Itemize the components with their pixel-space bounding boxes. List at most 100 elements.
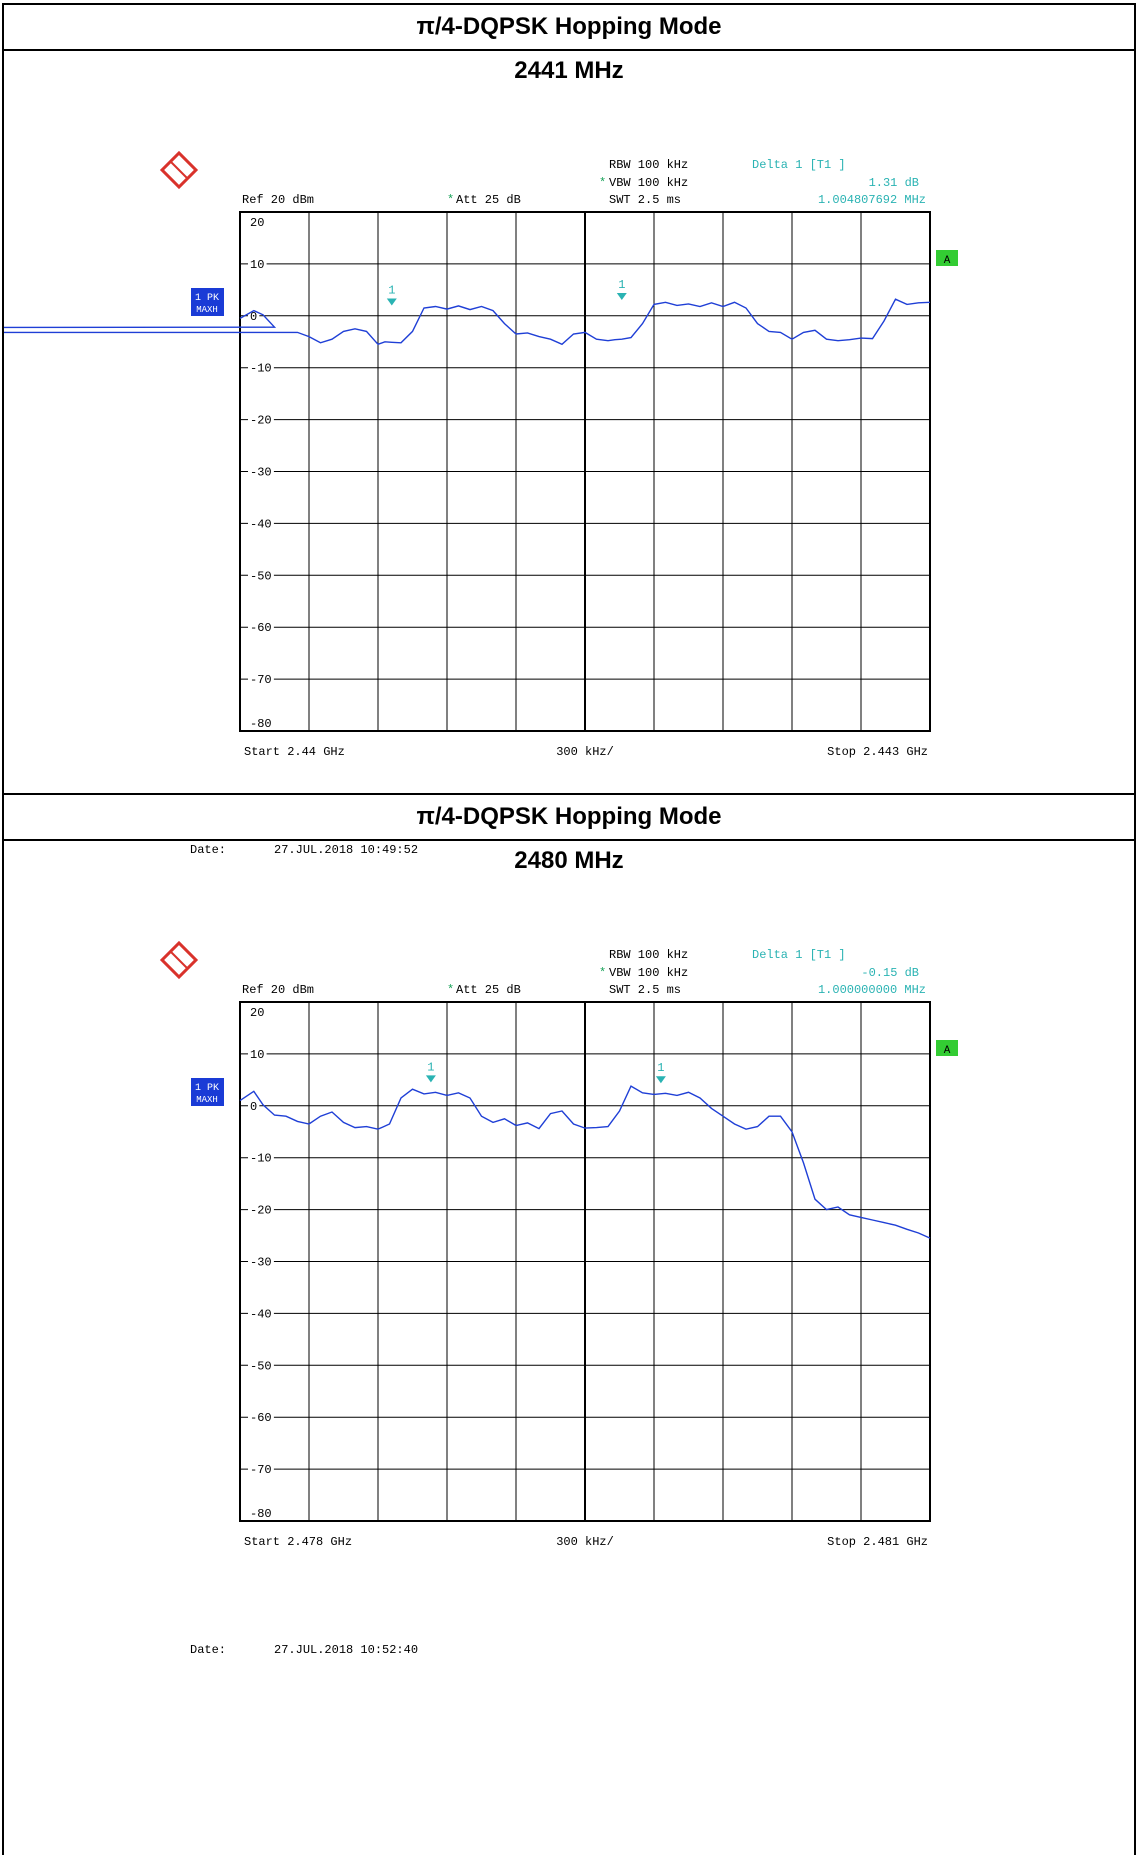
y-tick-bg <box>248 256 267 271</box>
marker-triangle <box>425 1075 436 1083</box>
delta-title: Delta 1 [T1 ] <box>752 948 846 962</box>
marker-number: 1 <box>427 1060 434 1074</box>
y-tick-label: -10 <box>250 362 272 376</box>
section-title: π/4-DQPSK Hopping Mode <box>4 795 1134 841</box>
trace-line <box>4 298 931 346</box>
span-per-division: 300 kHz/ <box>556 1535 614 1549</box>
marker-number: 1 <box>657 1061 664 1075</box>
trace-badge <box>191 1078 224 1106</box>
y-tick-label: -70 <box>250 673 272 687</box>
stop-frequency: Stop 2.481 GHz <box>827 1535 928 1549</box>
date-line: Date: 27.JUL.2018 10:52:40 <box>190 1643 418 1657</box>
section-divider <box>4 793 1134 795</box>
y-tick-label: 10 <box>250 258 264 272</box>
trace-badge-label: 1 PK <box>195 293 219 304</box>
rs-logo-bar <box>169 950 189 970</box>
section-title: π/4-DQPSK Hopping Mode <box>4 5 1134 51</box>
ref-level-label: Ref 20 dBm <box>242 983 314 997</box>
rs-logo-bar <box>169 160 189 180</box>
y-tick-bg <box>248 620 274 635</box>
section-2: π/4-DQPSK Hopping Mode 2480 MHz RBW 100 … <box>4 795 1134 1855</box>
a-badge-label: A <box>944 1045 951 1057</box>
vbw-star: * <box>599 176 606 190</box>
y-tick-bg <box>248 516 274 531</box>
y-tick-bg <box>248 1150 274 1165</box>
y-tick-label: -20 <box>250 1204 272 1218</box>
y-tick-bg <box>248 1410 274 1425</box>
y-tick-label: 0 <box>250 1100 257 1114</box>
delta-value: 1.31 dB <box>869 176 919 190</box>
attenuation-label: Att 25 dB <box>456 983 521 997</box>
y-tick-bg <box>248 1462 274 1477</box>
delta-title: Delta 1 [T1 ] <box>752 158 846 172</box>
date-value: 27.JUL.2018 10:49:52 <box>274 843 419 857</box>
date-label: Date: <box>190 843 227 857</box>
y-tick-bg <box>248 1098 260 1113</box>
y-tick-bg <box>248 1202 274 1217</box>
y-tick-label: -60 <box>250 1411 272 1425</box>
y-tick-label: -50 <box>250 1359 272 1373</box>
marker-triangle <box>616 293 627 301</box>
y-tick-label: 20 <box>250 1006 264 1020</box>
frequency-heading: 2480 MHz <box>514 847 624 874</box>
a-badge-box <box>936 1040 958 1056</box>
y-tick-bg <box>248 464 274 479</box>
a-badge-box <box>936 250 958 266</box>
trace-line <box>239 1085 931 1239</box>
y-tick-label: -40 <box>250 1307 272 1321</box>
rbw-label: RBW 100 kHz <box>609 948 688 962</box>
y-tick-label: -30 <box>250 466 272 480</box>
trace-badge-label: 1 PK <box>195 1083 219 1094</box>
y-tick-bg <box>248 412 274 427</box>
y-tick-label: 20 <box>250 216 264 230</box>
vbw-star: * <box>599 966 606 980</box>
y-tick-label: -80 <box>250 1507 272 1521</box>
rbw-label: RBW 100 kHz <box>609 158 688 172</box>
delta-value: -0.15 dB <box>861 966 919 980</box>
delta-frequency: 1.004807692 MHz <box>818 193 926 207</box>
start-frequency: Start 2.478 GHz <box>244 1535 352 1549</box>
frequency-heading: 2441 MHz <box>514 57 624 84</box>
y-tick-bg <box>248 568 274 583</box>
y-tick-bg <box>248 1046 267 1061</box>
att-star: * <box>447 983 454 997</box>
y-tick-bg <box>248 1358 274 1373</box>
trace-badge-mode: MAXH <box>196 1095 218 1105</box>
attenuation-label: Att 25 dB <box>456 193 521 207</box>
y-tick-label: 0 <box>250 310 257 324</box>
y-tick-label: -40 <box>250 517 272 531</box>
y-tick-label: -10 <box>250 1152 272 1166</box>
att-star: * <box>447 193 454 207</box>
date-label: Date: <box>190 1643 227 1657</box>
section-1: π/4-DQPSK Hopping Mode 2441 MHz RBW 100 … <box>4 5 1134 857</box>
y-tick-bg <box>248 308 260 323</box>
y-tick-label: -60 <box>250 621 272 635</box>
y-tick-bg <box>248 672 274 687</box>
y-tick-label: -50 <box>250 569 272 583</box>
a-badge-label: A <box>944 255 951 267</box>
marker-triangle <box>386 298 397 306</box>
date-line: Date: 27.JUL.2018 10:49:52 <box>190 843 418 857</box>
ref-level-label: Ref 20 dBm <box>242 193 314 207</box>
rs-logo-icon <box>159 940 199 980</box>
marker-number: 1 <box>388 283 395 297</box>
y-tick-bg <box>248 1254 274 1269</box>
y-tick-bg <box>248 1306 274 1321</box>
swt-label: SWT 2.5 ms <box>609 983 681 997</box>
marker-triangle <box>655 1076 666 1084</box>
y-tick-label: -20 <box>250 414 272 428</box>
rs-logo-icon <box>159 150 199 190</box>
y-tick-label: 10 <box>250 1048 264 1062</box>
swt-label: SWT 2.5 ms <box>609 193 681 207</box>
y-tick-label: -30 <box>250 1256 272 1270</box>
stop-frequency: Stop 2.443 GHz <box>827 745 928 759</box>
vbw-label: VBW 100 kHz <box>609 176 688 190</box>
date-value: 27.JUL.2018 10:52:40 <box>274 1643 419 1657</box>
vbw-label: VBW 100 kHz <box>609 966 688 980</box>
y-tick-label: -70 <box>250 1463 272 1477</box>
span-per-division: 300 kHz/ <box>556 745 614 759</box>
report-frame: π/4-DQPSK Hopping Mode 2441 MHz RBW 100 … <box>2 3 1136 1855</box>
y-tick-label: -80 <box>250 717 272 731</box>
